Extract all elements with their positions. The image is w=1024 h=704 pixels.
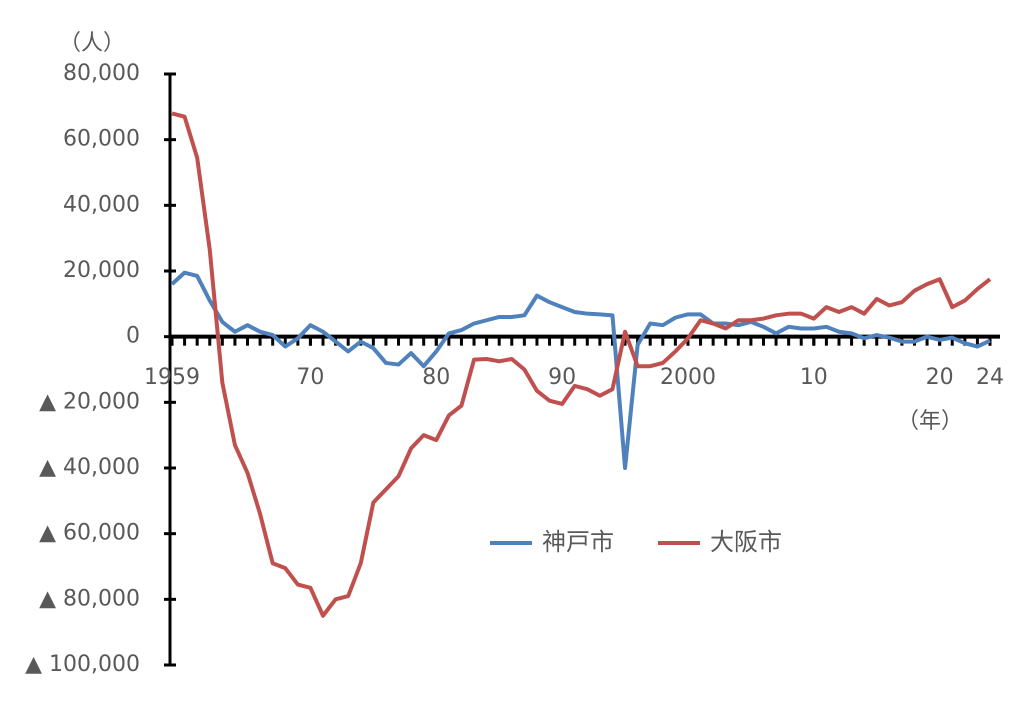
y-tick-label: 20,000	[63, 258, 140, 283]
y-tick-label: 80,000	[63, 61, 140, 86]
x-unit: （年）	[897, 409, 963, 434]
y-unit: （人）	[59, 31, 125, 56]
x-tick-label: 2000	[660, 365, 716, 390]
y-tick-label: 0	[126, 324, 140, 349]
y-tick-label: ▲ 80,000	[39, 586, 140, 611]
y-tick-label: 40,000	[63, 192, 140, 217]
x-tick-label: 1959	[144, 365, 200, 390]
legend-label: 大阪市	[710, 528, 782, 556]
y-tick-label: ▲ 20,000	[39, 389, 140, 414]
x-tick-label: 90	[548, 365, 576, 390]
x-tick-label: 24	[976, 365, 1004, 390]
x-tick-label: 70	[296, 365, 324, 390]
x-tick-label: 20	[926, 365, 954, 390]
legend-label: 神戸市	[542, 528, 614, 556]
y-tick-label: ▲ 60,000	[39, 521, 140, 546]
x-tick-label: 80	[422, 365, 450, 390]
y-tick-label: ▲ 100,000	[25, 652, 140, 677]
y-tick-label: ▲ 40,000	[39, 455, 140, 480]
series-line	[171, 111, 992, 618]
series-line	[170, 270, 991, 470]
x-tick-label: 10	[800, 365, 828, 390]
y-tick-label: 60,000	[63, 127, 140, 152]
